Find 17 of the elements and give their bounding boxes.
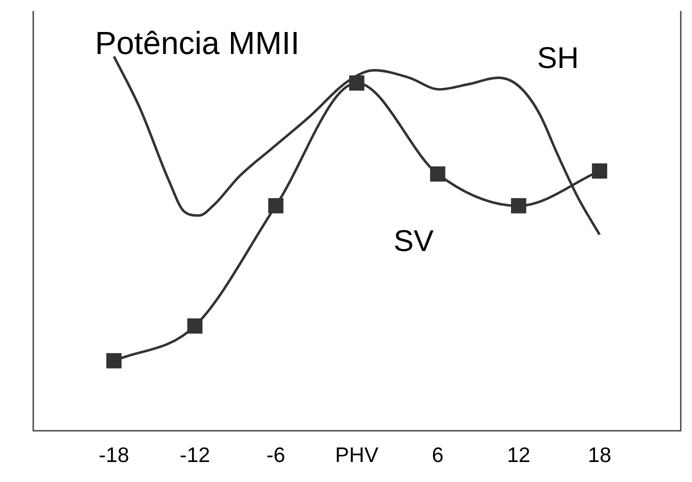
x-tick-label: -12 [180,444,210,468]
point [268,198,284,214]
x-tick-label: PHV [335,444,378,468]
point [106,353,122,368]
x-tick-label: -6 [266,444,286,468]
chart-title: Potência MMII [95,25,300,61]
point [430,166,446,182]
point [511,198,526,214]
point [592,163,608,179]
point [349,75,364,91]
x-tick-label: -18 [98,444,130,468]
x-tick-label: 6 [432,444,444,468]
point [187,318,202,334]
series-label: SV [394,224,434,258]
x-tick-label: 18 [588,444,612,468]
series-label: SH [537,42,579,75]
x-tick-label: 12 [506,444,530,468]
